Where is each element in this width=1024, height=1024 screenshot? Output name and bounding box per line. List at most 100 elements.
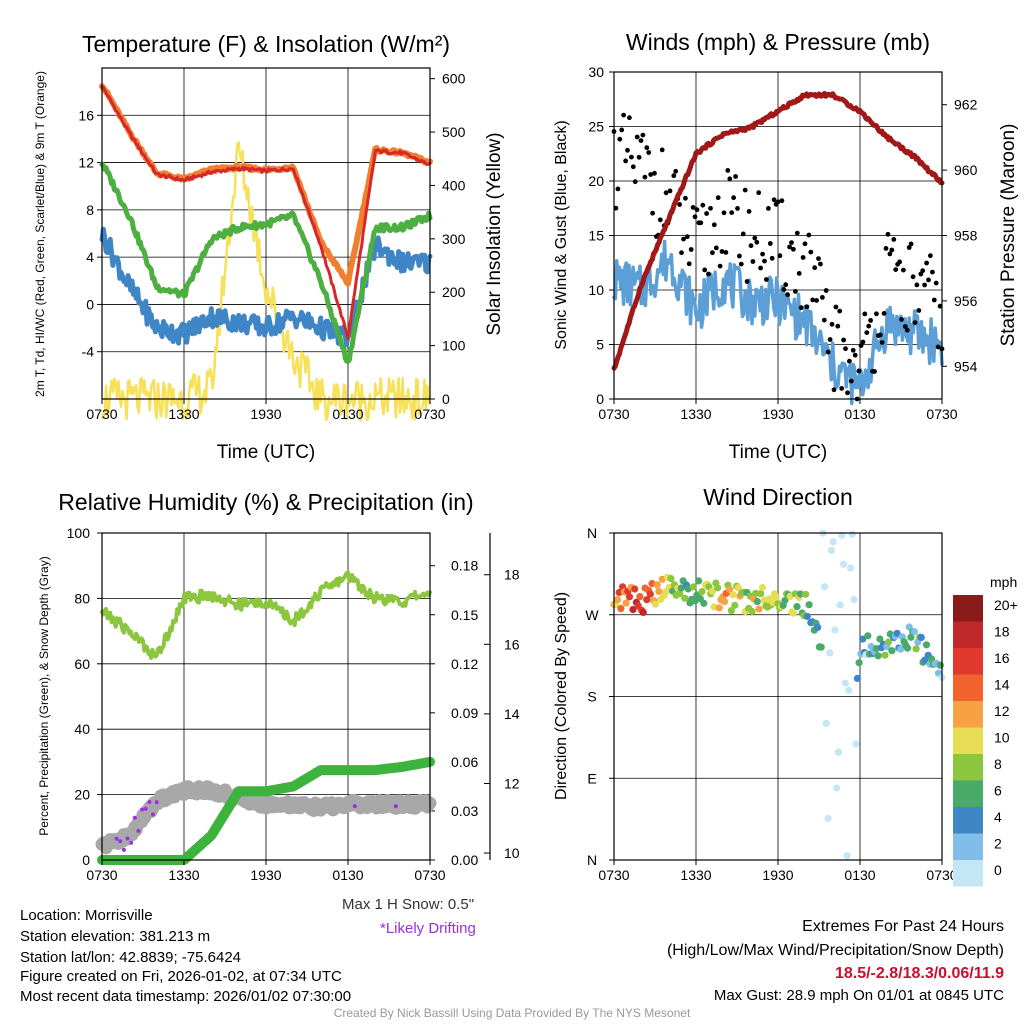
gust-point (924, 260, 929, 266)
wind-direction-point (789, 609, 798, 617)
wind-direction-point (836, 601, 844, 609)
winddir-ytick-label: E (587, 770, 596, 786)
gust-point (684, 234, 690, 240)
wind-direction-point (824, 814, 832, 823)
gust-point (879, 340, 885, 345)
wind-direction-point (912, 645, 920, 653)
wind-direction-point (848, 530, 856, 539)
gust-point (690, 205, 696, 210)
wind-direction-point (625, 593, 634, 601)
gust-point (802, 241, 808, 247)
wind-direction-point (748, 607, 756, 616)
temp-y2tick-label: 100 (442, 338, 466, 354)
drift-point (125, 836, 130, 841)
sonic-wind-line (612, 239, 944, 406)
gust-point (688, 247, 694, 252)
dew-point-line (99, 161, 433, 364)
wind-direction-point (884, 638, 893, 646)
wind-direction-point (615, 588, 623, 597)
wind-direction-point (936, 661, 944, 669)
temp-ytick-label: 4 (86, 249, 94, 265)
wind-direction-point (667, 575, 675, 583)
colorbar-swatch (953, 727, 983, 754)
gust-point (619, 127, 625, 133)
rh-xtick-label: 1330 (168, 867, 199, 883)
gust-point (910, 274, 916, 280)
temp-xlabel: Time (UTC) (217, 442, 316, 463)
drift-point (147, 800, 152, 804)
wind-direction-point (843, 852, 851, 860)
wind-direction-point (876, 635, 884, 643)
wind-direction-point (831, 626, 839, 634)
colorbar-label: 6 (994, 783, 1002, 799)
wind-direction-point (613, 596, 622, 604)
wind-direction-point (859, 635, 867, 643)
gust-point (752, 235, 758, 241)
wind-direction-point (852, 740, 860, 748)
winds-xtick-label: 0730 (926, 406, 957, 422)
winds-y2tick-label: 956 (954, 293, 978, 309)
colorbar-label: 0 (994, 862, 1002, 878)
gust-point (617, 136, 623, 142)
gust-point (717, 263, 723, 269)
gust-point (723, 250, 729, 255)
gust-point (767, 241, 773, 246)
gust-point (837, 308, 843, 314)
gust-point (818, 261, 823, 267)
gust-point (771, 197, 777, 203)
colorbar-swatch (953, 780, 983, 807)
wind-direction-point (655, 587, 663, 596)
winds-y2tick-label: 962 (954, 97, 978, 113)
winds-xtick-label: 0730 (598, 406, 629, 422)
temp-y2tick-label: 400 (442, 177, 466, 193)
gust-point (930, 269, 935, 275)
gust-point (779, 198, 785, 204)
gust-point (904, 327, 910, 333)
drift-point (118, 839, 123, 844)
gust-point (796, 271, 802, 276)
gust-point (671, 173, 677, 179)
gust-point (698, 220, 704, 226)
gust-point (677, 202, 682, 207)
gust-point (806, 232, 812, 238)
temp-ytick-label: -4 (82, 344, 95, 360)
gust-point (868, 318, 873, 323)
gust-point (710, 250, 715, 256)
rh-xtick-label: 0730 (414, 867, 445, 883)
credit-text: Created By Nick Bassill Using Data Provi… (333, 1006, 691, 1020)
max-gust-text: Max Gust: 28.9 mph On 01/01 at 0845 UTC (713, 987, 1004, 1004)
colorbar-label: 18 (994, 624, 1010, 640)
drift-point (143, 806, 148, 811)
wind-direction-point (715, 604, 723, 612)
gust-point (864, 330, 870, 335)
gust-point (733, 174, 738, 179)
gust-point (843, 346, 848, 352)
wind-direction-point (907, 633, 915, 641)
winds-ylabel: Sonic Wind & Gust (Blue, Black) (553, 120, 570, 349)
temp-ytick-label: 12 (78, 155, 94, 171)
wind-chill-line (99, 226, 433, 348)
winds-ytick-label: 20 (588, 173, 604, 189)
gust-point (625, 147, 630, 153)
wind-direction-point (826, 649, 834, 657)
gust-point (827, 337, 833, 342)
gust-point (785, 292, 790, 298)
gust-point (627, 115, 632, 121)
gust-point (847, 358, 852, 364)
gust-point (889, 247, 895, 253)
gust-point (742, 187, 748, 193)
gust-point (912, 320, 918, 325)
gust-point (760, 251, 765, 257)
gust-point (650, 210, 655, 216)
drift-point (352, 804, 357, 809)
gust-point (825, 349, 831, 355)
winddir-ytick-label: W (585, 607, 599, 623)
gust-point (744, 279, 750, 284)
wind-direction-point (714, 584, 722, 592)
gust-point (856, 368, 862, 374)
wind-direction-point (850, 596, 858, 604)
winds-xtick-label: 1330 (680, 406, 711, 422)
wind-direction-point (781, 596, 789, 605)
colorbar-label: 8 (994, 756, 1002, 772)
colorbar-swatch (953, 833, 983, 860)
